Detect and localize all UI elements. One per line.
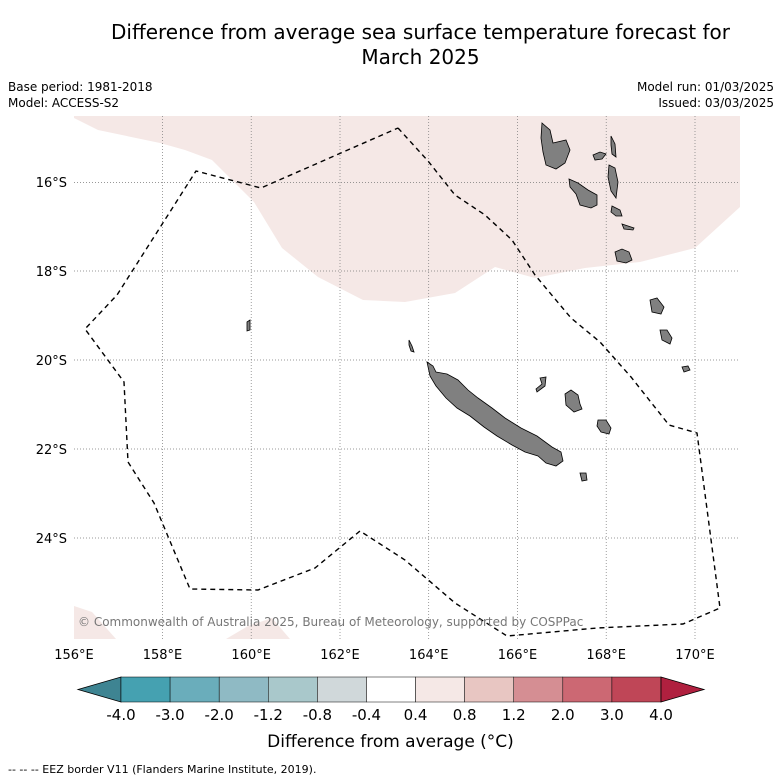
anomaly-region-south — [226, 618, 290, 639]
lon-label-160e: 160°E — [231, 648, 271, 663]
mare-island — [596, 419, 612, 435]
latitude-labels: 16°S 18°S 20°S 22°S 24°S — [36, 176, 67, 547]
footnote: -- -- -- EEZ border V11 (Flanders Marine… — [8, 763, 317, 776]
issued-date: Issued: 03/03/2025 — [658, 96, 774, 110]
colorbar-tick-label: -0.8 — [303, 706, 332, 724]
ambae-island — [592, 151, 607, 161]
landmasses — [246, 122, 691, 482]
new-caledonia-island — [426, 361, 564, 467]
tanna-island — [659, 329, 673, 345]
aneityum-island — [681, 365, 691, 373]
model-run: Model run: 01/03/2025 — [636, 80, 774, 94]
lon-label-164e: 164°E — [409, 648, 449, 663]
colorbar-tick-label: 3.0 — [600, 706, 624, 724]
meta-right: Model run: 01/03/2025 Issued: 03/03/2025 — [637, 79, 774, 111]
shepherd-islands — [621, 223, 635, 231]
colorbar — [76, 676, 706, 703]
colorbar-segment — [169, 676, 220, 703]
colorbar-title: Difference from average (°C) — [267, 732, 514, 752]
colorbar-segment — [218, 676, 269, 703]
colorbar-segment — [317, 676, 367, 703]
model-name: Model: ACCESS-S2 — [8, 96, 120, 110]
efate-island — [614, 248, 633, 264]
pentecost-island — [607, 164, 619, 200]
colorbar-tick-label: 4.0 — [649, 706, 673, 724]
colorbar-tick-label: 0.4 — [404, 706, 428, 724]
lat-label-24s: 24°S — [36, 532, 67, 547]
lat-label-20s: 20°S — [36, 354, 67, 369]
longitude-labels: 156°E 158°E 160°E 162°E 164°E 166°E 168°… — [54, 648, 715, 663]
lat-label-18s: 18°S — [36, 265, 67, 280]
lon-label-166e: 166°E — [498, 648, 538, 663]
ouvea-island — [535, 376, 547, 393]
title-line-1: Difference from average sea surface temp… — [110, 20, 730, 44]
colorbar-tick-label: -3.0 — [155, 706, 184, 724]
malekula-island — [568, 178, 598, 209]
anomaly-region-north — [74, 116, 740, 302]
colorbar-tick-labels: -4.0 -3.0 -2.0 -1.2 -0.8 -0.4 0.4 0.8 1.2 2.0 3.0 4… — [106, 706, 673, 724]
maewo-island — [610, 135, 617, 158]
colorbar-tick-label: 0.8 — [453, 706, 477, 724]
colorbar-tick-label: 2.0 — [551, 706, 575, 724]
colorbar-tick-label: 1.2 — [502, 706, 526, 724]
espiritu-santo-island — [540, 122, 571, 170]
colorbar-segment — [611, 676, 662, 703]
title-line-2: March 2025 — [361, 45, 480, 69]
anomaly-region-southwest — [74, 606, 116, 639]
chart-title: Difference from average sea surface temp… — [60, 20, 781, 70]
chesterfield-reef — [246, 319, 251, 332]
colorbar-extend-high — [660, 676, 706, 703]
isle-of-pines-island — [579, 472, 588, 482]
colorbar-tick-label: -1.2 — [254, 706, 283, 724]
lon-label-162e: 162°E — [320, 648, 360, 663]
epi-island — [610, 205, 623, 217]
colorbar-segment — [415, 676, 465, 703]
lat-label-22s: 22°S — [36, 443, 67, 458]
colorbar-segment — [562, 676, 613, 703]
colorbar-segment — [513, 676, 564, 703]
lon-label-168e: 168°E — [586, 648, 626, 663]
colorbar-segment — [366, 676, 416, 703]
lifou-island — [564, 389, 583, 413]
colorbar-tick-label: -4.0 — [106, 706, 135, 724]
lat-label-16s: 16°S — [36, 176, 67, 191]
colorbar-segment — [268, 676, 318, 703]
belep-island — [408, 339, 415, 353]
meta-left: Base period: 1981-2018 Model: ACCESS-S2 — [8, 79, 153, 111]
lon-label-170e: 170°E — [675, 648, 715, 663]
colorbar-tick-label: -0.4 — [352, 706, 381, 724]
lon-label-156e: 156°E — [54, 648, 94, 663]
colorbar-extend-low — [76, 676, 122, 703]
base-period: Base period: 1981-2018 — [8, 80, 153, 94]
colorbar-segment — [464, 676, 514, 703]
copyright-text: © Commonwealth of Australia 2025, Bureau… — [78, 615, 583, 629]
erromango-island — [649, 297, 665, 315]
colorbar-tick-label: -2.0 — [205, 706, 234, 724]
gridlines — [74, 116, 740, 639]
colorbar-segment — [120, 676, 171, 703]
lon-label-158e: 158°E — [143, 648, 183, 663]
